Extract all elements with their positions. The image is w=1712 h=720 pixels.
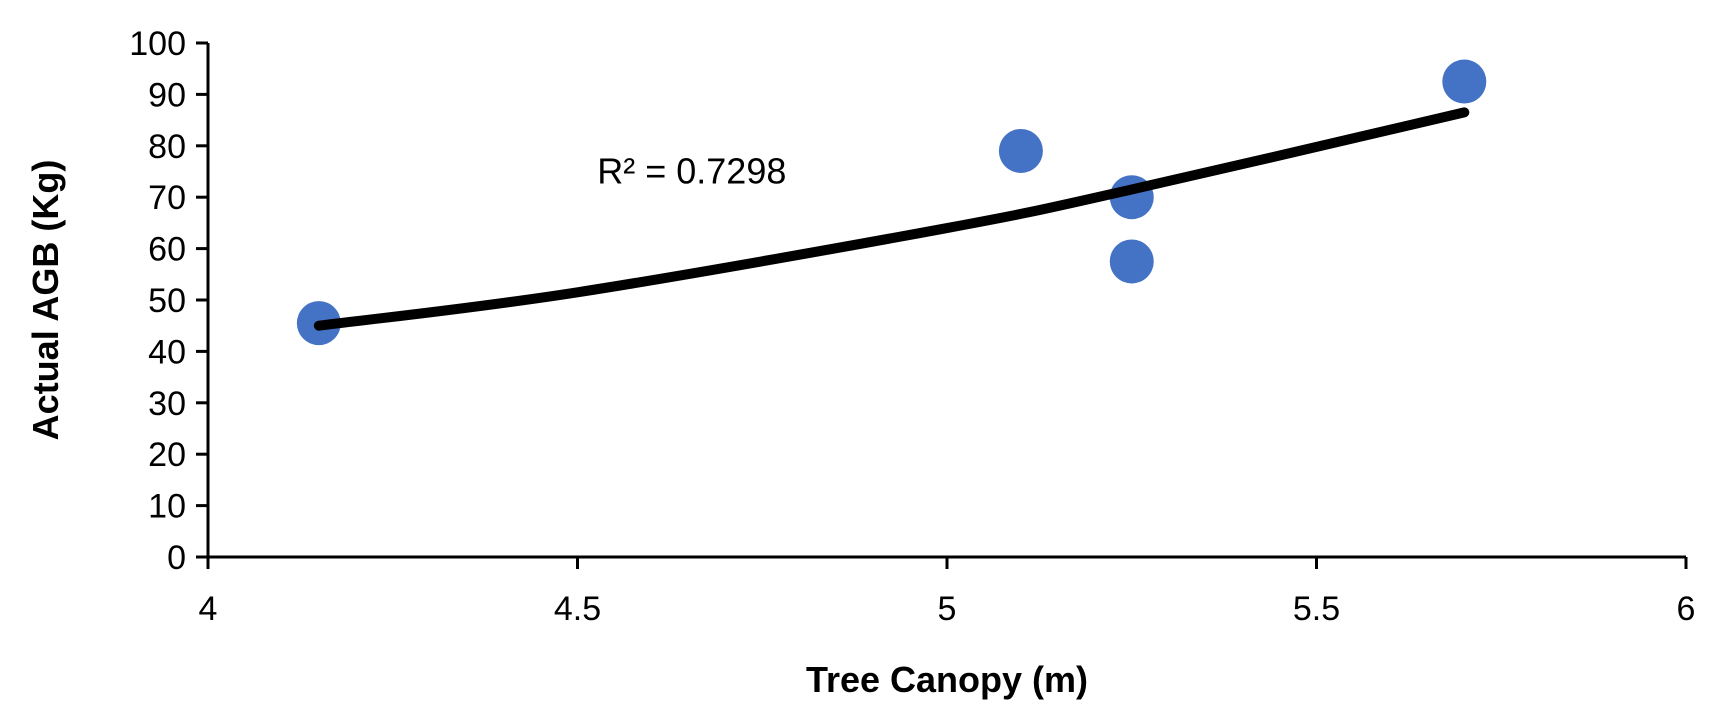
x-tick-label: 5.5 [1293,590,1340,628]
y-tick-label: 90 [148,76,186,114]
y-tick-label: 70 [148,179,186,217]
x-tick-label: 4 [199,590,218,628]
x-ticks: 4 4.5 5 5.5 6 [199,557,1696,628]
x-tick-label: 5 [938,590,957,628]
y-tick-label: 100 [129,25,186,63]
y-tick-label: 0 [167,539,186,577]
y-ticks: 0 10 20 30 40 50 60 70 80 90 100 [129,25,208,577]
y-tick-label: 50 [148,282,186,320]
y-tick-label: 60 [148,231,186,269]
r-squared-annotation: R² = 0.7298 [597,151,786,192]
y-tick-label: 10 [148,488,186,526]
y-axis-title: Actual AGB (Kg) [25,160,66,441]
y-tick-label: 20 [148,436,186,474]
y-tick-label: 30 [148,385,186,423]
x-axis-title: Tree Canopy (m) [806,659,1088,700]
y-tick-label: 40 [148,333,186,371]
trendline [313,107,1470,331]
y-tick-label: 80 [148,128,186,166]
x-tick-label: 6 [1677,590,1696,628]
x-tick-label: 4.5 [554,590,601,628]
data-point [1442,59,1487,104]
data-point [1109,239,1154,284]
annotations: R² = 0.7298 [597,151,786,192]
data-point [998,128,1043,173]
